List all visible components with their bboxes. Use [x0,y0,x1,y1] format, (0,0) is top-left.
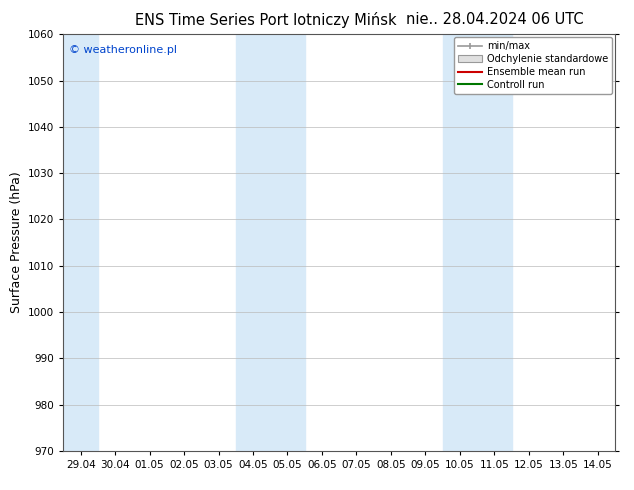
Y-axis label: Surface Pressure (hPa): Surface Pressure (hPa) [10,172,23,314]
Legend: min/max, Odchylenie standardowe, Ensemble mean run, Controll run: min/max, Odchylenie standardowe, Ensembl… [454,37,612,94]
Text: nie.. 28.04.2024 06 UTC: nie.. 28.04.2024 06 UTC [406,12,583,27]
Text: © weatheronline.pl: © weatheronline.pl [69,45,177,55]
Bar [236,34,305,451]
Bar [443,34,512,451]
Bar [63,34,98,451]
Text: ENS Time Series Port lotniczy Mińsk: ENS Time Series Port lotniczy Mińsk [136,12,397,28]
